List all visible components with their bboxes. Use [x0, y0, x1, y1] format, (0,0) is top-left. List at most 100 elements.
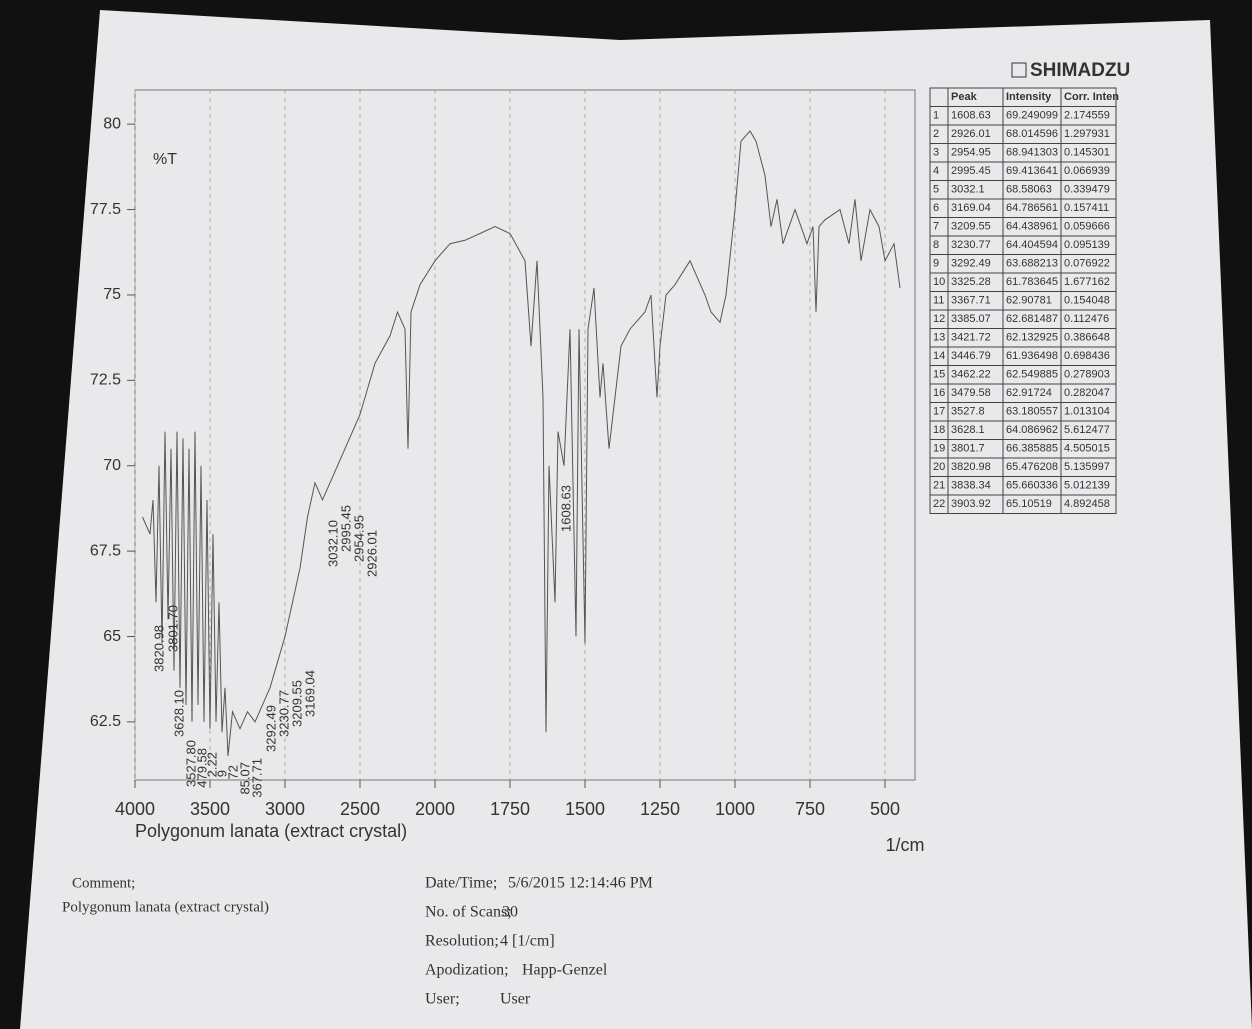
table-cell: 3292.49	[951, 258, 991, 270]
table-cell: 22	[933, 498, 945, 510]
table-cell: 2954.95	[951, 147, 991, 159]
table-cell: 3527.8	[951, 406, 985, 418]
brand: SHIMADZU	[1030, 60, 1130, 81]
table-cell: 3903.92	[951, 498, 991, 510]
x-tick-label: 1000	[715, 799, 755, 819]
table-cell: 65.476208	[1006, 461, 1058, 473]
peak-label: 85.07	[237, 762, 252, 795]
table-cell: 9	[933, 258, 939, 270]
comment-text: Polygonum lanata (extract crystal)	[62, 899, 269, 915]
table-cell: 4	[933, 165, 939, 177]
comment-label: Comment;	[72, 875, 135, 891]
table-cell: 1.677162	[1064, 276, 1110, 288]
y-tick-label: 62.5	[90, 713, 121, 730]
table-cell: 2.174559	[1064, 110, 1110, 122]
table-cell: 62.132925	[1006, 332, 1058, 344]
table-cell: 3421.72	[951, 332, 991, 344]
table-cell: 1.297931	[1064, 128, 1110, 140]
table-cell: 0.095139	[1064, 239, 1110, 251]
table-cell: 0.076922	[1064, 258, 1110, 270]
table-cell: 5.612477	[1064, 424, 1110, 436]
peak-label: 2926.01	[364, 530, 379, 577]
table-cell: 14	[933, 350, 945, 362]
table-header: Corr. Inten	[1064, 91, 1119, 103]
y-tick-label: 67.5	[90, 542, 121, 559]
x-tick-label: 2500	[340, 799, 380, 819]
table-cell: 3628.1	[951, 424, 985, 436]
table-cell: 11	[933, 295, 944, 307]
peak-label: 3527.80	[183, 740, 198, 787]
table-cell: 2995.45	[951, 165, 991, 177]
table-cell: 0.282047	[1064, 387, 1110, 399]
table-cell: 64.404594	[1006, 239, 1058, 251]
table-cell: 0.066939	[1064, 165, 1110, 177]
table-cell: 17	[933, 406, 945, 418]
y-tick-label: 70	[103, 457, 121, 474]
table-cell: 0.112476	[1064, 313, 1109, 325]
logo-icon	[1011, 62, 1027, 78]
table-cell: 0.145301	[1064, 147, 1110, 159]
param-label: User;	[425, 991, 460, 1008]
table-cell: 3169.04	[951, 202, 991, 214]
peak-label: 3628.10	[171, 690, 186, 737]
table-cell: 66.385885	[1006, 443, 1058, 455]
table-cell: 3	[933, 147, 939, 159]
x-tick-label: 1750	[490, 799, 530, 819]
table-cell: 20	[933, 461, 945, 473]
y-tick-label: 80	[103, 115, 121, 132]
peak-label: 3032.10	[325, 520, 340, 567]
table-cell: 63.180557	[1006, 406, 1058, 418]
paper	[20, 10, 1252, 1029]
table-cell: 3801.7	[951, 443, 985, 455]
table-cell: 62.549885	[1006, 369, 1058, 381]
peak-label: 2954.95	[351, 515, 366, 562]
y-tick-label: 75	[103, 286, 121, 303]
table-cell: 65.660336	[1006, 480, 1058, 492]
table-cell: 21	[933, 480, 945, 492]
table-cell: 0.339479	[1064, 184, 1110, 196]
peak-label: 3801.70	[165, 605, 180, 652]
param-label: No. of Scans;	[425, 904, 512, 921]
table-cell: 3446.79	[951, 350, 991, 362]
peak-label: 72	[225, 765, 240, 779]
table-cell: 3479.58	[951, 387, 991, 399]
y-label: %T	[153, 151, 177, 168]
table-cell: 16	[933, 387, 945, 399]
table-cell: 4.505015	[1064, 443, 1110, 455]
subtitle: Polygonum lanata (extract crystal)	[135, 821, 407, 841]
table-cell: 1.013104	[1064, 406, 1110, 418]
table-cell: 19	[933, 443, 945, 455]
peak-table-frame	[929, 87, 1117, 514]
table-cell: 4.892458	[1064, 498, 1110, 510]
x-tick-label: 3000	[265, 799, 305, 819]
table-cell: 3032.1	[951, 184, 985, 196]
table-cell: 68.014596	[1006, 128, 1058, 140]
table-cell: 69.249099	[1006, 110, 1058, 122]
table-cell: 1608.63	[951, 110, 991, 122]
table-cell: 12	[933, 313, 945, 325]
param-value: 5/6/2015 12:14:46 PM	[508, 875, 653, 892]
table-cell: 63.688213	[1006, 258, 1058, 270]
table-cell: 10	[933, 276, 945, 288]
param-label: Date/Time;	[425, 875, 497, 892]
table-header: Peak	[951, 91, 978, 103]
x-tick-label: 1250	[640, 799, 680, 819]
table-cell: 0.386648	[1064, 332, 1110, 344]
table-cell: 62.681487	[1006, 313, 1058, 325]
peak-label: 1608.63	[558, 485, 573, 532]
table-cell: 0.278903	[1064, 369, 1110, 381]
table-cell: 0.698436	[1064, 350, 1110, 362]
x-tick-label: 3500	[190, 799, 230, 819]
y-tick-label: 72.5	[90, 372, 121, 389]
param-value: User	[500, 991, 531, 1008]
table-cell: 61.936498	[1006, 350, 1058, 362]
table-cell: 6	[933, 202, 939, 214]
table-cell: 3230.77	[951, 239, 991, 251]
param-label: Resolution;	[425, 933, 499, 950]
table-cell: 2	[933, 128, 939, 140]
table-cell: 64.786561	[1006, 202, 1058, 214]
peak-label: 3169.04	[302, 670, 317, 717]
table-header: Intensity	[1006, 91, 1052, 103]
table-cell: 68.58063	[1006, 184, 1052, 196]
